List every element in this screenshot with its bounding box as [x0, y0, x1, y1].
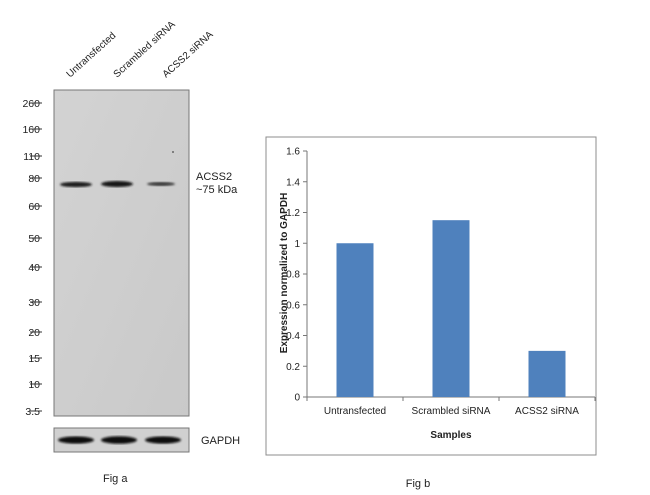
band-acss2-untransfected: [60, 181, 92, 188]
marker-label: 50: [28, 233, 40, 245]
y-tick-label: 0: [294, 393, 300, 404]
bar-series: [336, 220, 566, 397]
band-gapdh-scrambled: [101, 436, 137, 444]
bar: [432, 220, 470, 397]
x-tick-label: ACSS2 siRNA: [515, 406, 579, 417]
marker-label: 110: [23, 151, 40, 163]
blot-membrane: [53, 89, 190, 417]
y-tick-label: 1: [294, 239, 300, 250]
x-axis-title: Samples: [430, 430, 472, 441]
y-tick-label: 0.6: [286, 300, 300, 311]
y-tick-label: 1.2: [286, 208, 300, 219]
caption-fig-b: Fig b: [406, 478, 430, 490]
band-label-size: ~75 kDa: [196, 184, 238, 196]
caption-fig-a: Fig a: [103, 473, 128, 485]
mw-marker-ladder: 260 160 110 80 60 50 40 30 20 15 10 3.5: [22, 98, 42, 418]
marker-label: 30: [28, 297, 40, 309]
western-blot-panel: Untransfected Scrambled siRNA ACSS2 siRN…: [22, 19, 240, 485]
band-acss2-sirna: [147, 182, 175, 186]
gapdh-label: GAPDH: [201, 435, 240, 447]
marker-label: 60: [28, 201, 40, 213]
y-axis-title: Expression normalized to GAPDH: [279, 193, 290, 354]
marker-label: 10: [28, 379, 40, 391]
y-tick-label: 1.6: [286, 147, 300, 158]
y-tick-label: 0.8: [286, 270, 300, 281]
y-axis: 0 0.2 0.4 0.6 0.8 1 1.2 1.4 1.6: [286, 147, 308, 404]
marker-label: 15: [28, 353, 40, 365]
band-gapdh-sirna: [145, 436, 181, 444]
band-gapdh-untransfected: [58, 436, 94, 444]
band-acss2-scrambled: [101, 181, 133, 187]
y-tick-label: 0.2: [286, 362, 300, 373]
marker-label: 80: [28, 173, 40, 185]
x-tick-label: Untransfected: [324, 406, 386, 417]
y-tick-label: 1.4: [286, 177, 300, 188]
x-tick-label: Scrambled siRNA: [412, 406, 491, 417]
y-tick-label: 0.4: [286, 331, 300, 342]
marker-label: 3.5: [25, 406, 40, 418]
bar-chart-panel: 0 0.2 0.4 0.6 0.8 1 1.2 1.4 1.6 Untransfected Scr…: [265, 136, 597, 490]
lane-label-sirna: ACSS2 siRNA: [161, 29, 216, 80]
lane-label-untransfected: Untransfected: [65, 30, 119, 80]
blot-speck: [172, 151, 174, 153]
chart-frame: [265, 136, 597, 456]
bar: [336, 243, 374, 397]
marker-label: 40: [28, 262, 40, 274]
marker-label: 160: [22, 124, 40, 136]
band-label-acss2: ACSS2: [196, 171, 232, 183]
marker-label: 20: [28, 327, 40, 339]
bar: [528, 350, 566, 397]
marker-label: 260: [22, 98, 40, 110]
